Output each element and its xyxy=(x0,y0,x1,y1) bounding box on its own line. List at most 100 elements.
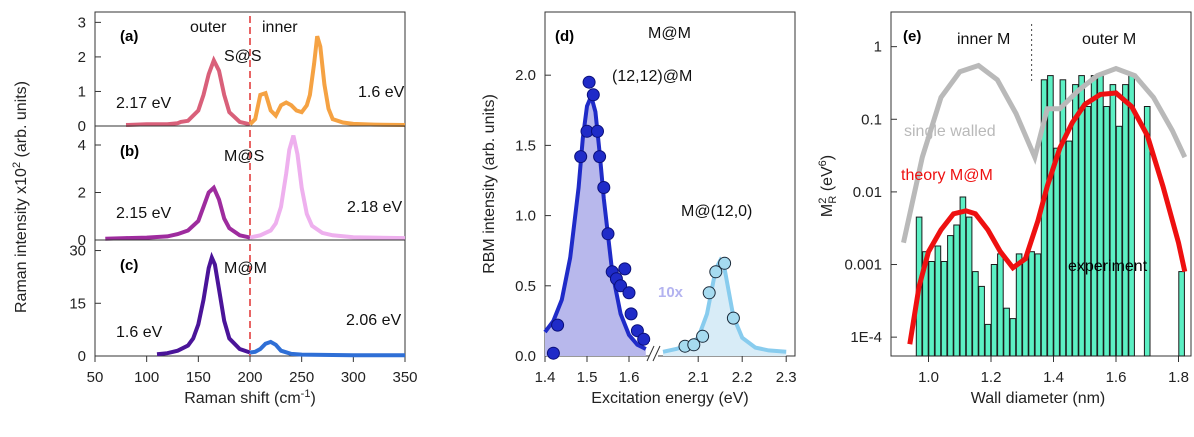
panel-b-inner-curve xyxy=(249,134,406,241)
panel-a-outer-energy: 2.17 eV xyxy=(116,95,171,112)
panel-e-bar-28 xyxy=(1090,75,1098,357)
panel-e-bar-20 xyxy=(1040,79,1048,357)
panel-e-bar-15 xyxy=(1009,318,1017,357)
panel-e-ytick-label-4: 1 xyxy=(874,39,882,56)
panel-e-ytick-label-1: 0.001 xyxy=(844,257,882,274)
panel-d-z-point-2 xyxy=(696,329,710,343)
panel-e-bar-22 xyxy=(1053,147,1060,357)
panel-e-outer-annotation: outer M xyxy=(1082,31,1136,48)
panel-e-y-axis-label-end: ) xyxy=(819,155,836,160)
panel-e-bar-2 xyxy=(928,261,935,357)
panel-c-label: (c) xyxy=(120,257,138,274)
panel-c-x-axis-label-end: ) xyxy=(310,390,315,407)
panel-e-y-axis-label-unit-sup: 6 xyxy=(817,160,829,166)
panel-c-xtick-label-6: 350 xyxy=(392,369,417,386)
panel-c-ytick-label-1: 15 xyxy=(69,295,86,312)
panel-e-single-walled-label: single walled xyxy=(904,123,996,140)
panel-d-z-point-1 xyxy=(687,338,701,352)
panel-e-y-axis-label: M2R (eV6) xyxy=(817,155,839,217)
panel-c-xtick-label-1: 100 xyxy=(134,369,159,386)
panel-e-ytick-label-2: 0.01 xyxy=(853,184,882,201)
panel-d-y-axis-label: RBM intensity (arb. units) xyxy=(481,94,498,274)
panel-e-bar-30 xyxy=(1103,106,1110,357)
panel-e-bar-5 xyxy=(947,235,954,357)
panel-e-experiment-label: experiment xyxy=(1068,258,1148,275)
panel-d-xtick-label-left-1: 1.5 xyxy=(577,369,598,386)
panel-e-bar-11 xyxy=(984,323,992,357)
panel-e-y-axis-label-sub: R xyxy=(827,196,839,204)
panel-e-x-axis-label: Wall diameter (nm) xyxy=(971,390,1106,407)
panel-a-ytick-label-3: 3 xyxy=(78,14,86,31)
panel-d-m-point-1 xyxy=(551,318,565,332)
panel-d-xtick-label-left-0: 1.4 xyxy=(535,369,556,386)
panel-e-bar-24 xyxy=(1065,140,1073,357)
panel-d: 0.0 0.5 1.0 1.5 2.0 1.4 1.5 1.6 2.1 2.2 2.3 (d) M… xyxy=(481,11,797,407)
panel-c-xtick-label-4: 250 xyxy=(289,369,314,386)
panel-e-bar-9 xyxy=(972,271,979,357)
panel-d-series-m-name: (12,12)@M xyxy=(612,68,692,85)
panel-e-bar-1 xyxy=(922,251,929,357)
panel-b-outer-energy: 2.15 eV xyxy=(116,205,171,222)
panel-e-bar-7 xyxy=(959,196,967,357)
panel-b-ytick-label-2: 4 xyxy=(78,137,86,154)
panel-d-m-fill xyxy=(545,96,646,356)
panel-e-y-axis-label-sup: 2 xyxy=(817,198,829,204)
panel-e-xtick-label-2: 1.4 xyxy=(1043,369,1064,386)
panel-d-m-point-4 xyxy=(582,75,596,89)
panel-b-type-annotation: M@S xyxy=(224,148,264,165)
panel-e-bar-13 xyxy=(997,253,1004,357)
panel-d-m-point-7 xyxy=(593,150,607,164)
panel-d-m-point-2 xyxy=(574,150,588,164)
panel-e-ytick-label-3: 0.1 xyxy=(861,111,882,128)
panel-a-ytick-label-0: 0 xyxy=(78,118,86,135)
panel-d-z-point-3 xyxy=(702,286,716,300)
panel-b-outer-curve xyxy=(105,184,251,241)
panel-d-xtick-label-right-2: 2.3 xyxy=(776,369,797,386)
panel-d-axis-break xyxy=(646,342,661,362)
panel-e-single-walled-curve xyxy=(901,62,1188,244)
panel-d-ytick-label-3: 1.5 xyxy=(515,137,536,154)
panel-e-bar-25 xyxy=(1072,84,1079,357)
panel-e-xtick-label-1: 1.2 xyxy=(981,369,1002,386)
panel-e-bar-27 xyxy=(1084,106,1092,357)
panel-e-bar-12 xyxy=(990,264,998,357)
panel-e-bar-17 xyxy=(1022,258,1029,357)
panel-e-ytick-label-0: 1E-4 xyxy=(850,329,882,346)
panel-e: 1E-4 0.001 0.01 0.1 1 1.0 1.2 1.4 1.6 1.8 (e) in… xyxy=(817,11,1192,407)
panel-a-label: (a) xyxy=(120,28,138,45)
panel-e-bar-29 xyxy=(1097,75,1104,357)
panel-e-bar-10 xyxy=(978,285,985,357)
panel-e-inner-annotation: inner M xyxy=(957,31,1010,48)
panel-d-m-point-0 xyxy=(546,346,560,360)
panel-d-z-fill xyxy=(663,260,787,356)
panel-c-inner-energy: 2.06 eV xyxy=(346,312,401,329)
panel-a-ytick-label-2: 2 xyxy=(78,49,86,66)
panel-c-x-axis-label-main: Raman shift (cm xyxy=(184,390,300,407)
panel-e-bar-26 xyxy=(1078,75,1085,357)
panel-e-bar-14 xyxy=(1003,307,1010,357)
panel-e-xtick-label-3: 1.6 xyxy=(1106,369,1127,386)
panel-c-x-axis-label: Raman shift (cm-1) xyxy=(184,388,316,407)
panel-b-label: (b) xyxy=(120,143,139,160)
panel-a-inner-curve xyxy=(248,35,406,127)
panel-d-m-point-15 xyxy=(624,307,638,321)
panel-e-bar-4 xyxy=(940,261,948,357)
panel-b-ytick-label-1: 2 xyxy=(78,185,86,202)
panel-d-m-point-13 xyxy=(618,262,632,276)
panel-e-bar-8 xyxy=(965,216,973,357)
panel-d-ytick-label-4: 2.0 xyxy=(515,67,536,84)
raman-y-axis-label: Raman intensity x102 (arb. units) xyxy=(11,81,30,313)
panel-e-bar-16 xyxy=(1015,253,1023,357)
panel-b-ytick-label-0: 0 xyxy=(78,232,86,249)
panel-d-z-point-5 xyxy=(718,256,732,270)
panel-e-bar-31 xyxy=(1109,84,1117,357)
panel-d-m-point-12 xyxy=(614,279,628,293)
panel-d-m-point-17 xyxy=(637,332,651,346)
panel-e-y-axis-label-unit: (eV xyxy=(819,166,836,196)
panel-d-m-point-6 xyxy=(591,124,604,138)
panel-e-bar-33 xyxy=(1122,84,1129,357)
panel-a-type-annotation: S@S xyxy=(224,48,262,65)
panel-c: 0 15 30 50 100 150 200 250 300 350 (c) M@M 1.6 e… xyxy=(69,239,418,407)
panel-c-xtick-label-3: 200 xyxy=(237,369,262,386)
